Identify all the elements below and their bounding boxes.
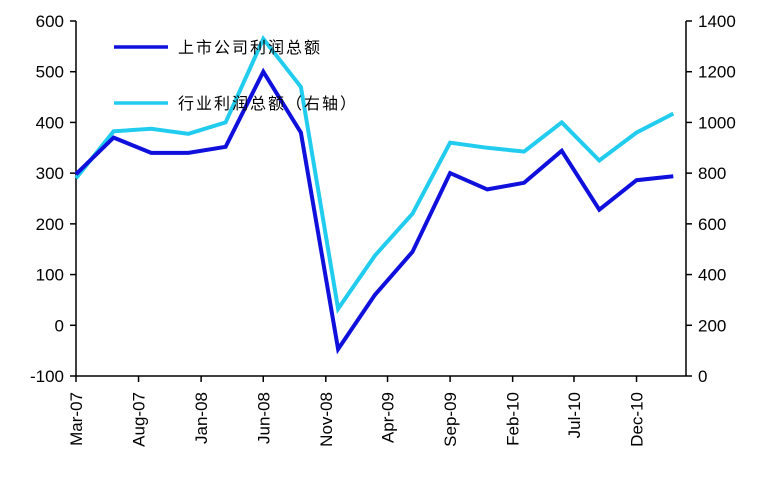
x-tick-label: Nov-08 (317, 392, 336, 447)
right-tick-label: 200 (698, 316, 726, 335)
right-tick-label: 1400 (698, 12, 736, 31)
x-tick-label: Jul-10 (565, 392, 584, 438)
x-tick-label: Dec-10 (628, 392, 647, 447)
right-tick-label: 0 (698, 367, 707, 386)
x-tick-label: Jan-08 (192, 392, 211, 444)
x-tick-label: Jun-08 (254, 392, 273, 444)
right-tick-label: 600 (698, 215, 726, 234)
x-tick-label: Mar-07 (67, 392, 86, 446)
x-tick-label: Apr-09 (379, 392, 398, 443)
right-tick-label: 1000 (698, 113, 736, 132)
left-tick-label: 200 (36, 215, 64, 234)
x-tick-label: Aug-07 (130, 392, 149, 447)
left-tick-label: 0 (55, 316, 64, 335)
legend: 上市公司利润总额 行业利润总额（右轴） (114, 38, 358, 113)
right-tick-label: 1200 (698, 63, 736, 82)
left-tick-label: 300 (36, 164, 64, 183)
x-tick-label: Sep-09 (441, 392, 460, 447)
series-line-listed-company-profit (74, 67, 674, 355)
series-lines (74, 34, 675, 355)
left-tick-label: 600 (36, 12, 64, 31)
legend-label-series-1: 行业利润总额（右轴） (178, 94, 358, 113)
left-tick-label: 500 (36, 63, 64, 82)
left-tick-label: 100 (36, 266, 64, 285)
left-y-ticks: -100 0 100 200 300 400 500 600 (30, 12, 76, 386)
x-tick-label: Feb-10 (504, 392, 523, 446)
right-y-ticks: 0 200 400 600 800 1000 1200 1400 (686, 12, 736, 386)
x-ticks: Mar-07 Aug-07 Jan-08 Jun-08 Nov-08 Apr-09 Sep-… (67, 376, 647, 447)
right-tick-label: 800 (698, 164, 726, 183)
axes (75, 21, 687, 377)
left-tick-label: 400 (36, 113, 64, 132)
left-tick-label: -100 (30, 367, 64, 386)
series-line-industry-profit (74, 34, 675, 314)
right-tick-label: 400 (698, 266, 726, 285)
legend-label-series-0: 上市公司利润总额 (178, 38, 322, 57)
